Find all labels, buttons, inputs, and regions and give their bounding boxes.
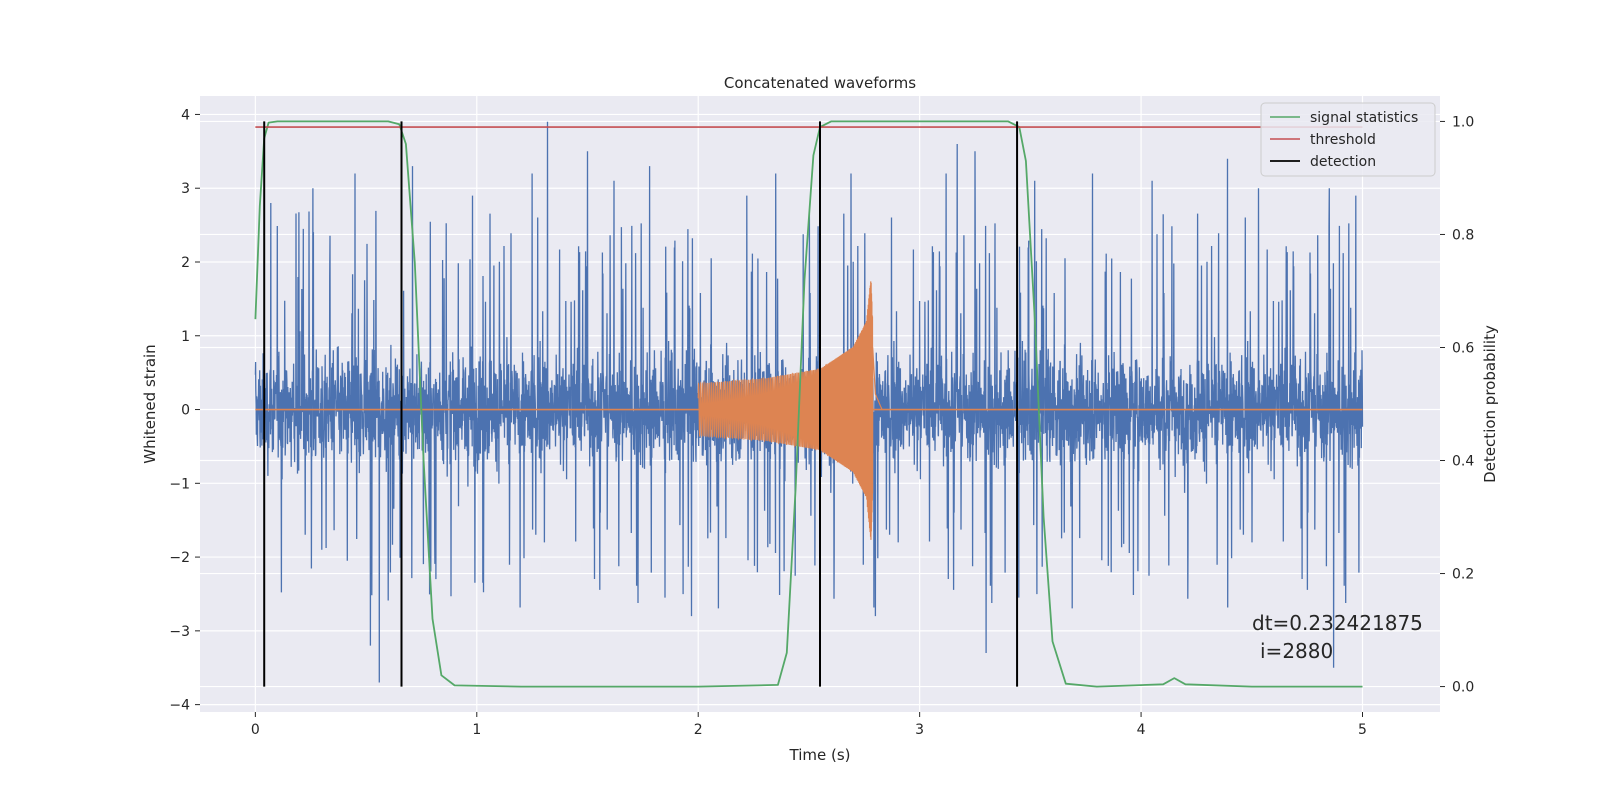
y-right-tick-label: 0.4	[1452, 454, 1474, 470]
signal-statistics-line	[254, 120, 1363, 688]
y-axis-label: Whitened strain	[141, 344, 159, 463]
ticks-layer: 0 1 2 3 4 5 −4 −3 −2 −1 0 1 2 3 4 0.0 0.2 0.4 0.6 0.8 1.0	[169, 107, 1474, 738]
x-axis-label: Time (s)	[789, 746, 851, 764]
x-tick-label: 2	[694, 722, 703, 738]
y-right-tick-label: 1.0	[1452, 114, 1474, 130]
y-right-tick-label: 0.2	[1452, 567, 1474, 583]
y-tick-label: 4	[181, 107, 190, 123]
chirp-line	[697, 281, 883, 540]
x-tick-label: 4	[1137, 722, 1146, 738]
y-tick-label: 3	[181, 181, 190, 197]
chart-title: Concatenated waveforms	[724, 74, 916, 92]
y-tick-label: −3	[169, 624, 190, 640]
y-tick-label: 1	[181, 329, 190, 345]
y-tick-label: 0	[181, 403, 190, 419]
legend-label-detection: detection	[1310, 154, 1376, 170]
y-tick-label: −1	[169, 476, 190, 492]
annotation-dt: dt=0.232421875	[1252, 611, 1423, 635]
x-tick-label: 3	[915, 722, 924, 738]
x-tick-label: 0	[251, 722, 260, 738]
legend-label-signal-statistics: signal statistics	[1310, 110, 1418, 126]
x-tick-label: 5	[1358, 722, 1367, 738]
y-right-tick-label: 0.6	[1452, 340, 1474, 356]
y-axis-right-label: Detection probability	[1481, 325, 1499, 483]
y-right-tick-label: 0.0	[1452, 680, 1474, 696]
y-tick-label: −4	[169, 698, 190, 714]
annotation-i: i=2880	[1260, 639, 1333, 663]
legend-box	[1260, 102, 1436, 177]
series-layer	[254, 120, 1364, 688]
y-right-tick-label: 0.8	[1452, 227, 1474, 243]
y-tick-label: −2	[169, 550, 190, 566]
x-tick-label: 1	[472, 722, 481, 738]
y-tick-label: 2	[181, 255, 190, 271]
legend-label-threshold: threshold	[1310, 132, 1376, 148]
legend: signal statistics threshold detection	[1260, 102, 1436, 177]
